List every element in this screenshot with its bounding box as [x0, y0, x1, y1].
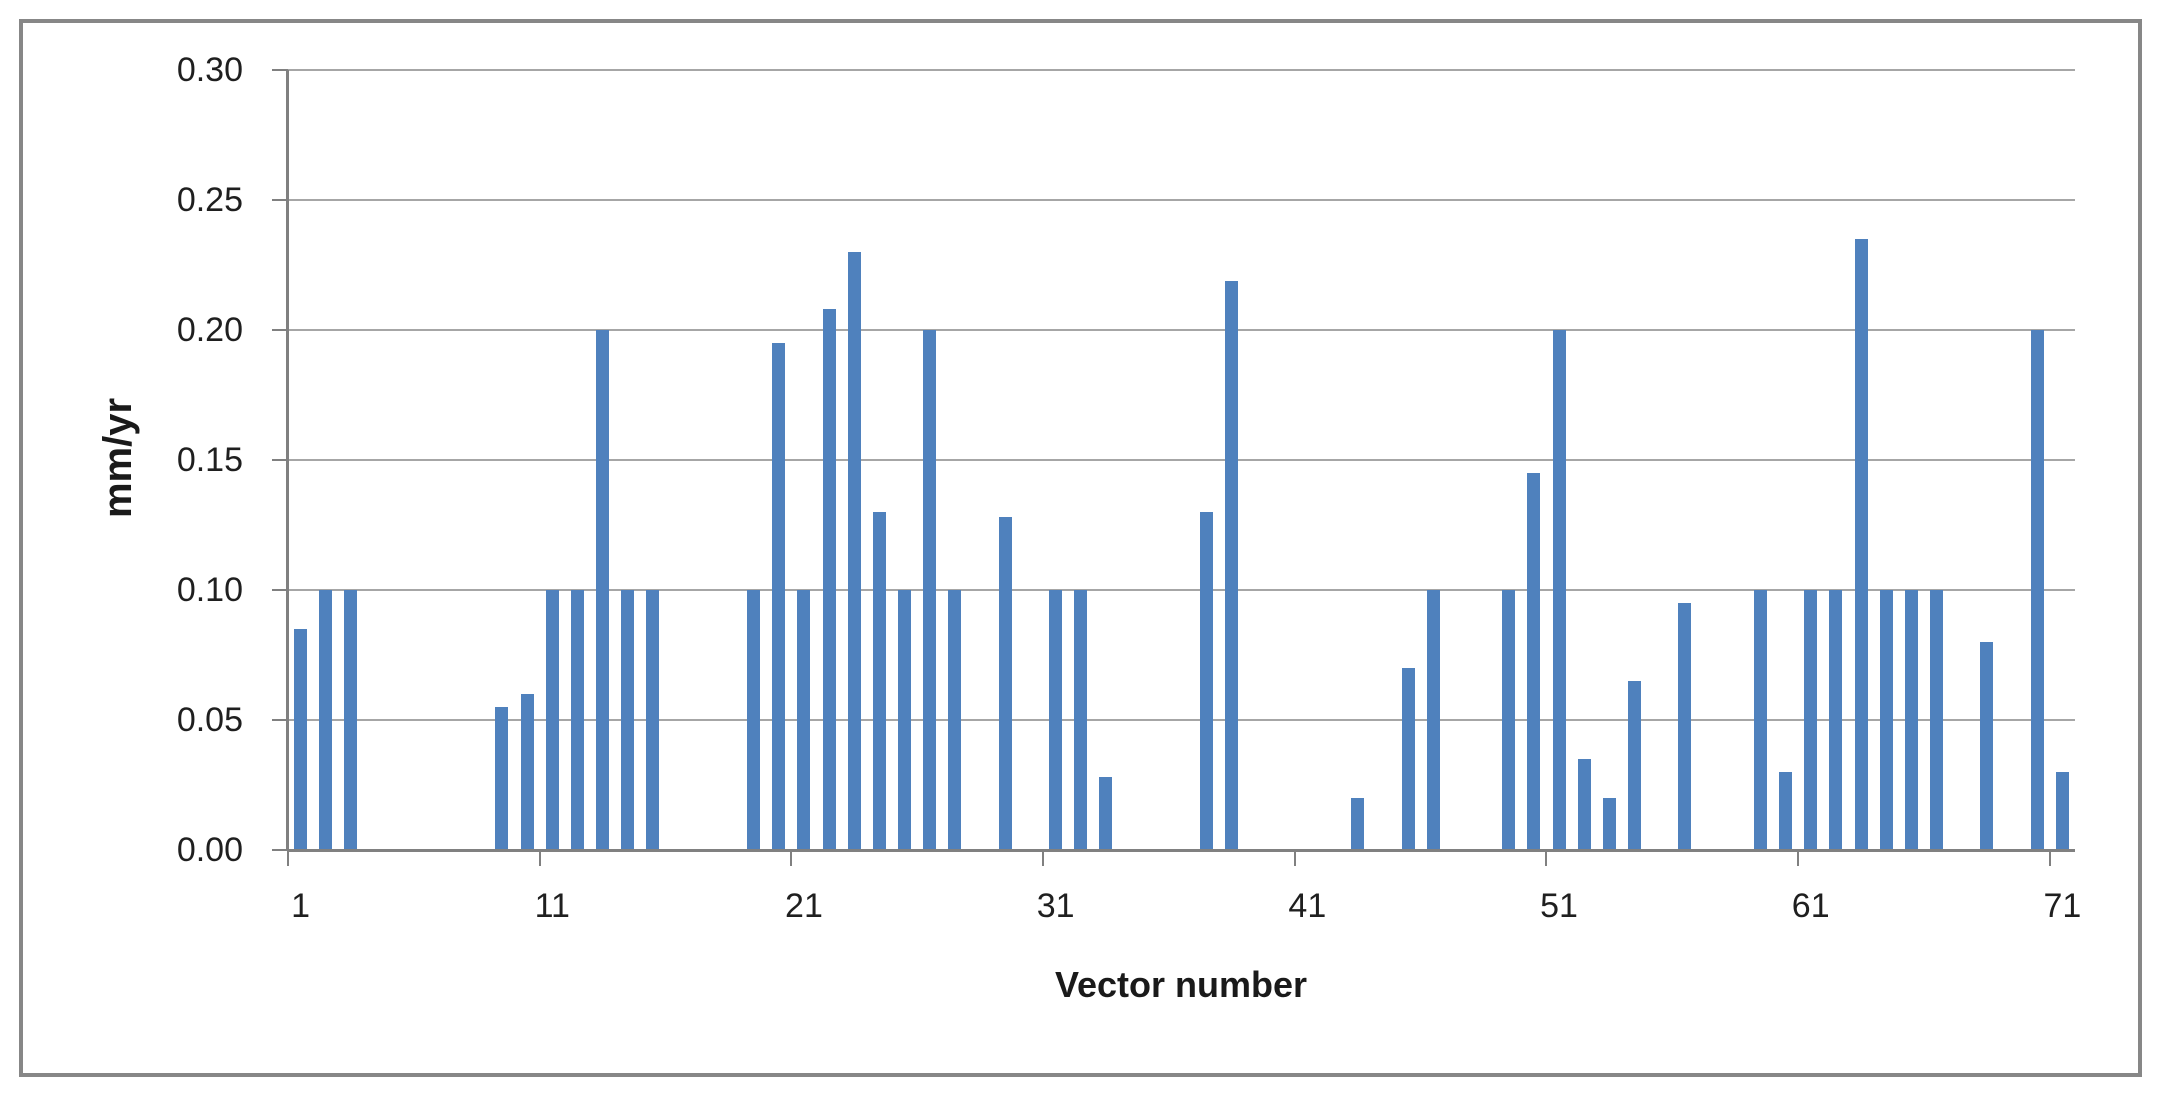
y-tick-mark-0.05 — [272, 719, 288, 721]
x-tick-mark-71 — [2048, 850, 2051, 866]
bar-vector-20 — [772, 343, 786, 850]
x-tick-mark-21 — [790, 850, 793, 866]
x-tick-mark-51 — [1545, 850, 1548, 866]
bar-vector-14 — [621, 590, 635, 850]
bar-vector-3 — [344, 590, 358, 850]
bar-vector-15 — [646, 590, 660, 850]
bar-vector-1 — [294, 629, 308, 850]
y-tick-mark-0.10 — [272, 589, 288, 591]
x-tick-mark-1 — [287, 850, 289, 866]
bar-vector-21 — [797, 590, 811, 850]
y-tick-label-0.05: 0.05 — [176, 701, 243, 739]
bar-vector-63 — [1854, 239, 1868, 850]
y-tick-label-0.25: 0.25 — [176, 181, 243, 219]
y-tick-label-0.00: 0.00 — [176, 831, 243, 869]
y-tick-mark-0.30 — [272, 69, 288, 71]
y-tick-mark-0.20 — [272, 329, 288, 331]
bar-vector-62 — [1829, 590, 1843, 850]
bar-vector-49 — [1502, 590, 1516, 850]
y-axis-title: mm/yr — [96, 397, 140, 519]
y-tick-label-0.30: 0.30 — [176, 51, 243, 89]
gridline-0.15 — [288, 459, 2075, 461]
bar-vector-27 — [948, 590, 962, 850]
bar-vector-22 — [822, 309, 836, 850]
bar-vector-68 — [1980, 642, 1994, 850]
x-axis-line — [288, 849, 2075, 852]
bar-vector-25 — [898, 590, 912, 850]
bar-vector-53 — [1602, 798, 1616, 850]
x-axis-title: Vector number — [1054, 964, 1308, 1005]
bar-vector-26 — [923, 330, 937, 850]
bar-vector-54 — [1628, 681, 1642, 850]
x-tick-label-31: 31 — [1036, 887, 1075, 925]
bar-vector-64 — [1879, 590, 1893, 850]
bar-vector-33 — [1099, 777, 1113, 850]
y-tick-label-0.15: 0.15 — [176, 441, 243, 479]
bar-vector-66 — [1930, 590, 1944, 850]
bar-vector-56 — [1678, 603, 1692, 850]
x-tick-mark-61 — [1797, 850, 1800, 866]
bar-vector-38 — [1225, 280, 1239, 850]
x-tick-label-11: 11 — [534, 887, 570, 925]
bar-vector-11 — [545, 590, 559, 850]
bar-vector-10 — [520, 694, 534, 850]
bar-vector-45 — [1401, 668, 1415, 850]
gridline-0.25 — [288, 199, 2075, 201]
bar-vector-52 — [1577, 759, 1591, 850]
bar-vector-70 — [2030, 330, 2044, 850]
bar-vector-29 — [998, 517, 1012, 850]
bar-vector-23 — [847, 252, 861, 850]
bar-vector-2 — [319, 590, 333, 850]
y-tick-label-0.20: 0.20 — [176, 311, 243, 349]
y-tick-label-0.10: 0.10 — [176, 571, 243, 609]
x-tick-label-61: 61 — [1791, 887, 1830, 925]
x-tick-label-1: 1 — [291, 887, 311, 925]
bar-vector-59 — [1753, 590, 1767, 850]
y-tick-mark-0.25 — [272, 199, 288, 201]
x-tick-mark-31 — [1042, 850, 1045, 866]
bar-vector-19 — [747, 590, 761, 850]
x-tick-label-41: 41 — [1288, 887, 1327, 925]
y-axis-line — [286, 70, 289, 850]
chart-frame — [19, 19, 2142, 1077]
bar-vector-32 — [1074, 590, 1088, 850]
y-tick-mark-0.15 — [272, 459, 288, 461]
gridline-0.20 — [288, 329, 2075, 331]
bar-vector-12 — [570, 590, 584, 850]
x-tick-mark-11 — [538, 850, 541, 866]
x-tick-label-51: 51 — [1540, 887, 1578, 925]
bar-vector-9 — [495, 707, 509, 850]
bar-vector-31 — [1049, 590, 1063, 850]
bar-vector-13 — [596, 330, 610, 850]
gridline-0.30 — [288, 69, 2075, 71]
bar-vector-46 — [1426, 590, 1440, 850]
x-tick-label-21: 21 — [785, 887, 823, 925]
bar-vector-65 — [1904, 590, 1918, 850]
bar-vector-24 — [872, 512, 886, 850]
gridline-0.05 — [288, 719, 2075, 721]
bar-vector-60 — [1779, 772, 1793, 850]
x-tick-mark-41 — [1293, 850, 1296, 866]
bar-vector-50 — [1527, 473, 1541, 850]
bar-vector-37 — [1200, 512, 1214, 850]
bar-vector-61 — [1804, 590, 1818, 850]
y-tick-mark-0.00 — [272, 849, 288, 851]
bar-vector-71 — [2055, 772, 2069, 850]
x-tick-label-71: 71 — [2043, 887, 2082, 925]
gridline-0.10 — [288, 589, 2075, 591]
bar-vector-43 — [1351, 798, 1365, 850]
bar-vector-51 — [1552, 330, 1566, 850]
